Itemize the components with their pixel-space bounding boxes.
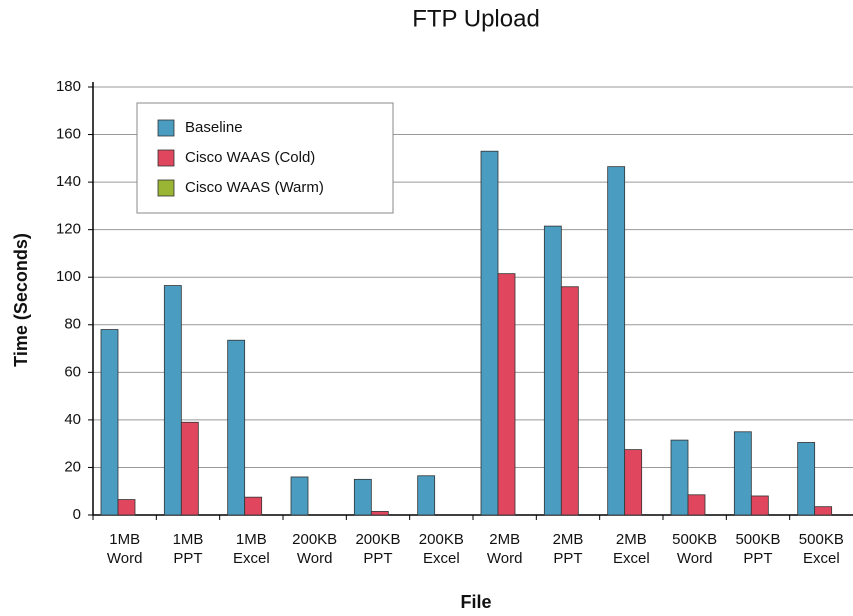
x-tick-label: 2MB Excel (613, 531, 650, 567)
bar (353, 478, 372, 516)
legend-swatch (157, 149, 175, 167)
legend-swatch (157, 179, 175, 197)
bar (290, 476, 309, 516)
x-tick-label: 200KB Excel (419, 531, 464, 567)
x-tick-label: 1MB Word (107, 531, 143, 567)
bar (480, 150, 499, 516)
legend-label: Cisco WAAS (Cold) (185, 149, 315, 166)
x-tick-label: 200KB PPT (355, 531, 400, 567)
bar (560, 286, 579, 516)
bar (100, 329, 119, 516)
bar (244, 496, 263, 516)
y-tick-label: 40 (64, 411, 81, 428)
y-tick-label: 60 (64, 363, 81, 380)
bar (370, 511, 389, 516)
bar (797, 442, 816, 516)
bar (624, 449, 643, 516)
x-tick-label: 200KB Word (292, 531, 337, 567)
x-tick-label: 2MB Word (487, 531, 523, 567)
bar (733, 431, 752, 516)
legend-label: Baseline (185, 119, 243, 136)
x-tick-label: 2MB PPT (553, 531, 584, 567)
x-tick-label: 500KB Word (672, 531, 717, 567)
x-tick-label: 500KB Excel (799, 531, 844, 567)
y-tick-label: 20 (64, 458, 81, 475)
x-axis-label: File (460, 592, 491, 612)
x-tick-label: 500KB PPT (735, 531, 780, 567)
bar (227, 339, 246, 516)
bar (163, 285, 182, 516)
bar (814, 506, 833, 516)
bar (670, 439, 689, 516)
y-tick-label: 120 (56, 221, 81, 238)
bar (750, 495, 769, 516)
bar (117, 499, 136, 516)
chart-title: FTP Upload (412, 5, 540, 32)
x-tick-label: 1MB PPT (173, 531, 204, 567)
legend-box (136, 102, 394, 214)
bar (543, 225, 562, 516)
y-tick-label: 100 (56, 268, 81, 285)
y-tick-label: 140 (56, 173, 81, 190)
y-tick-label: 0 (73, 506, 81, 523)
bar (497, 273, 516, 516)
bar (607, 166, 626, 516)
y-tick-label: 80 (64, 316, 81, 333)
legend-swatch (157, 119, 175, 137)
y-axis-label: Time (Seconds) (11, 233, 31, 367)
x-tick-label: 1MB Excel (233, 531, 270, 567)
bar (687, 494, 706, 516)
y-tick-label: 160 (56, 126, 81, 143)
legend-label: Cisco WAAS (Warm) (185, 179, 324, 196)
bar (180, 421, 199, 516)
bar (417, 475, 436, 516)
y-tick-label: 180 (56, 78, 81, 95)
